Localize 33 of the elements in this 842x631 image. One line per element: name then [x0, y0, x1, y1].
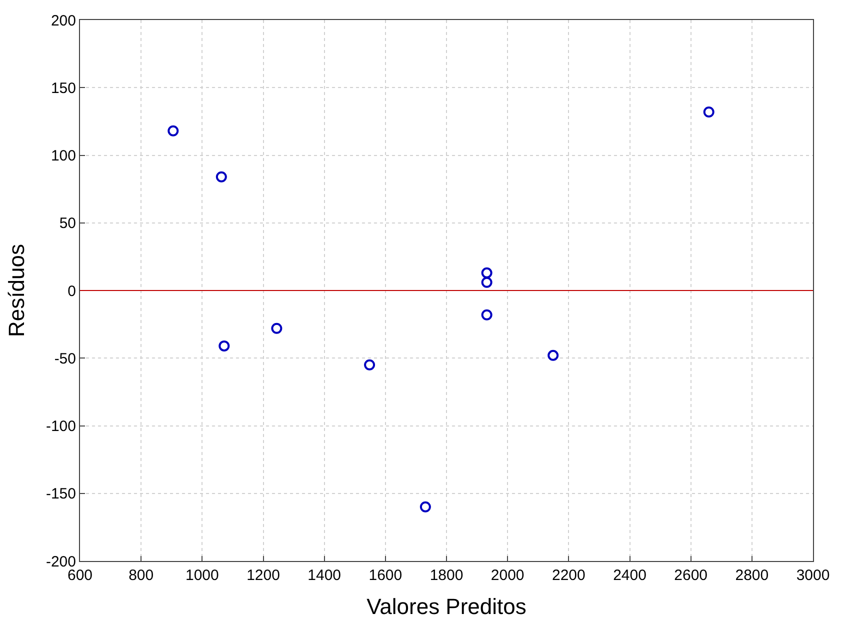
y-axis-title: Resíduos — [4, 244, 29, 337]
point — [271, 322, 282, 334]
x-tick-label: 1800 — [430, 567, 464, 584]
x-tick-label: 1400 — [308, 567, 342, 584]
y-tick-label: 200 — [50, 12, 76, 30]
y-tick-label: -100 — [46, 418, 76, 435]
point — [216, 171, 227, 182]
point — [481, 276, 492, 288]
x-tick-label: 2200 — [552, 567, 586, 584]
y-tick-label: 0 — [68, 282, 76, 300]
x-tick-label: 2600 — [674, 567, 708, 584]
y-tick-label: -150 — [46, 486, 76, 503]
point — [218, 340, 230, 352]
x-tick-label: 3000 — [796, 567, 830, 584]
point — [703, 106, 714, 118]
point — [364, 359, 376, 370]
x-tick-label: 2400 — [613, 567, 646, 584]
x-axis-title: Valores Preditos — [366, 594, 526, 619]
x-tick-label: 1000 — [185, 567, 219, 584]
point — [481, 309, 492, 320]
point — [548, 350, 559, 361]
x-tick-label: 2800 — [735, 567, 769, 584]
x-tick-label: 2000 — [490, 567, 524, 584]
x-tick-label: 800 — [128, 567, 154, 584]
y-tick-label: 150 — [50, 80, 76, 97]
point — [168, 125, 179, 136]
x-tick-label: 1200 — [246, 567, 280, 584]
y-tick-label: 50 — [59, 215, 76, 232]
y-tick-label: 100 — [50, 148, 76, 164]
point — [481, 267, 492, 278]
point — [420, 501, 431, 512]
x-tick-label: 1600 — [368, 567, 402, 584]
y-tick-label: -50 — [54, 350, 76, 368]
